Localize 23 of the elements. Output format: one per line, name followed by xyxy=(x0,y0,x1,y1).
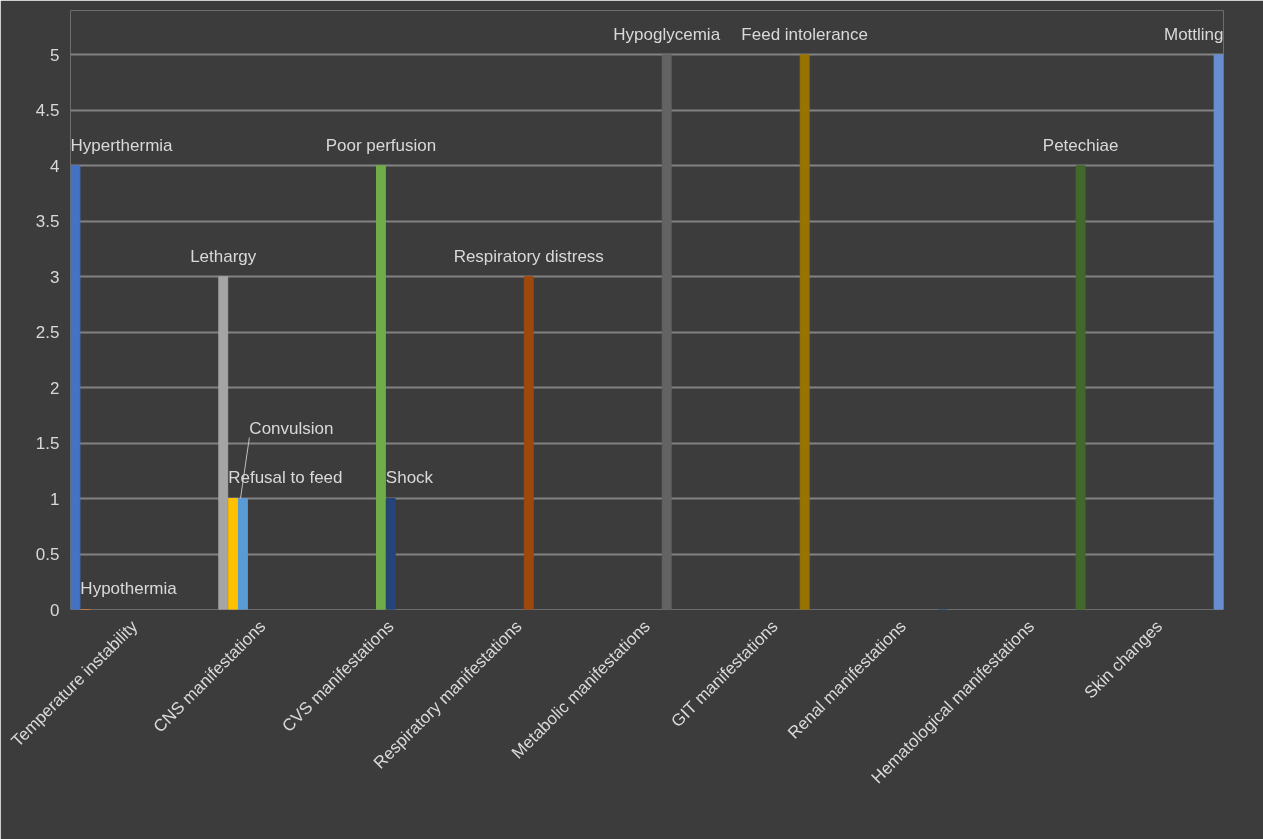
series-label: Poor perfusion xyxy=(325,135,437,155)
y-tick-label: 2.5 xyxy=(35,323,60,343)
series-label: Feed intolerance xyxy=(741,24,868,44)
y-tick-label: 3.5 xyxy=(35,212,60,232)
series-label: Lethargy xyxy=(190,246,257,266)
y-tick-label: 1.5 xyxy=(35,434,60,454)
series-label: Shock xyxy=(385,468,434,488)
y-tick-label: 5 xyxy=(50,45,60,65)
y-tick-label: 2 xyxy=(50,378,60,398)
y-tick-label: 4.5 xyxy=(35,101,60,121)
y-tick-label: 3 xyxy=(50,267,60,287)
y-tick-label: 0 xyxy=(50,600,60,620)
y-tick-label: 0.5 xyxy=(35,545,60,565)
y-tick-label: 4 xyxy=(50,156,60,176)
series-label: Hypoglycemia xyxy=(613,24,721,44)
series-label: Mottling xyxy=(1163,24,1224,44)
series-label: Respiratory distress xyxy=(453,246,604,266)
series-label: Refusal to feed xyxy=(228,468,343,488)
text: Convulsion xyxy=(249,418,334,438)
y-tick-label: 1 xyxy=(50,489,60,509)
series-label: Hyperthermia xyxy=(70,135,174,155)
series-label: Petechiae xyxy=(1042,135,1119,155)
series-label: Hypothermia xyxy=(80,579,178,599)
